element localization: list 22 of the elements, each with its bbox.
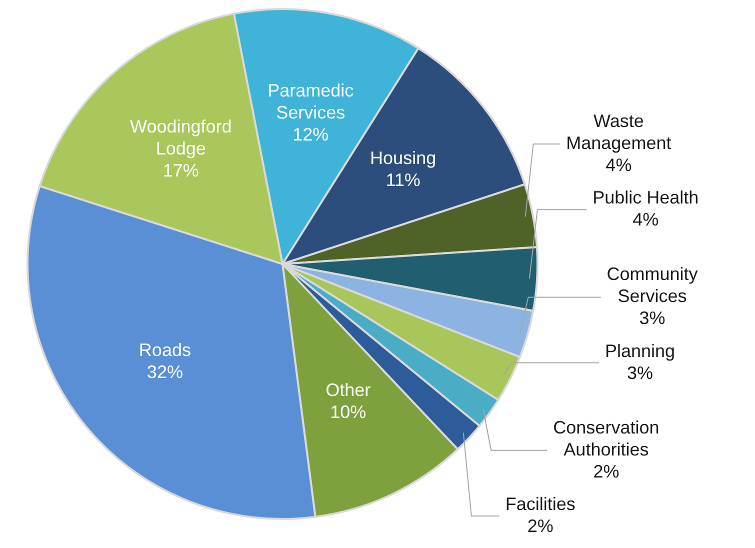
data-label: 2% — [527, 516, 554, 536]
slice-label: Planning — [604, 340, 676, 361]
data-label: 12% — [292, 124, 329, 145]
data-label: 4% — [606, 154, 632, 175]
slice-label: Facilities — [505, 494, 576, 514]
data-label: 17% — [162, 160, 199, 181]
slice-label: Waste Management — [566, 110, 672, 153]
slice-label: Housing — [370, 148, 436, 168]
slice-label: Other — [326, 380, 371, 400]
data-label: 11% — [386, 170, 420, 190]
data-label: 2% — [593, 461, 620, 482]
data-label: 32% — [146, 362, 183, 382]
slice-label: Community Services — [606, 264, 698, 306]
data-label: 3% — [639, 308, 666, 328]
slice-label: Conservation Authorities — [553, 417, 660, 460]
data-label: 4% — [632, 210, 659, 230]
data-label: 3% — [627, 362, 654, 383]
slice-label: Public Health — [592, 188, 699, 208]
slice-label: Woodingford Lodge — [130, 116, 232, 159]
data-label: 10% — [330, 402, 366, 422]
slice-label: Roads — [138, 340, 191, 360]
slice-label: Paramedic Services — [268, 80, 354, 123]
